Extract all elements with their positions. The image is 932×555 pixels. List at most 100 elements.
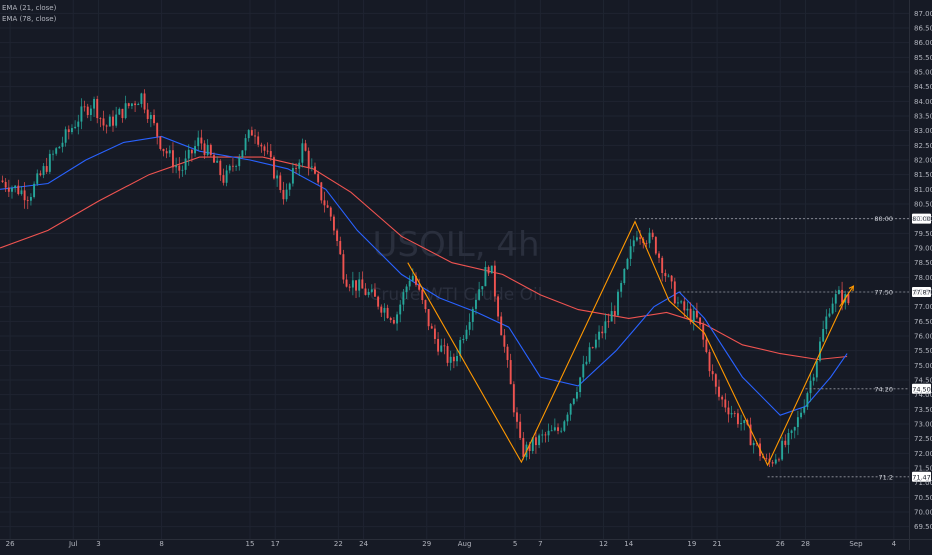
candle-body: [386, 307, 389, 318]
candle-body: [490, 265, 493, 274]
candle-body: [228, 165, 231, 171]
candle-body: [667, 275, 670, 277]
candle-body: [345, 279, 348, 287]
candle-body: [623, 268, 626, 283]
candle-body: [576, 392, 578, 399]
candle-body: [705, 339, 708, 352]
candle-body: [440, 345, 443, 352]
candle-body: [651, 232, 654, 238]
candle-body: [348, 286, 351, 288]
candle-body: [146, 109, 149, 119]
candle-body: [626, 258, 629, 269]
candle-body: [11, 188, 13, 192]
x-tick-label: 26: [6, 540, 15, 548]
candle-body: [257, 136, 260, 145]
candle-body: [645, 243, 648, 244]
y-tick-label: 70.50: [914, 494, 932, 502]
y-tick-label: 77.50: [914, 289, 932, 297]
y-axis[interactable]: 87.00 86.50 86.00 85.50 85.00 84.50 84.00 83.50…: [914, 10, 932, 531]
x-axis[interactable]: 26 Jul 3 8 15 17 22 24 29 Aug 5 7 12 14 19 21 26 28 Sep 4: [6, 540, 897, 548]
candle-body: [724, 399, 727, 408]
candle-body: [809, 380, 812, 394]
y-tick-label: 77.00: [914, 303, 932, 311]
candle-body: [288, 183, 291, 190]
x-tick-label: 28: [801, 540, 810, 548]
candle-body: [291, 168, 294, 184]
candle-body: [42, 166, 45, 176]
candle-body: [695, 310, 698, 318]
y-tick-label: 81.50: [914, 171, 932, 179]
candle-body: [683, 301, 686, 311]
x-tick-label: 29: [422, 540, 431, 548]
candle-body: [45, 166, 48, 172]
candle-body: [847, 294, 850, 304]
candle-body: [380, 306, 383, 313]
level-badge-text: 74.50: [912, 385, 931, 393]
candle-body: [175, 165, 178, 168]
indicator-legend[interactable]: EMA (21, close) EMA (78, close): [2, 3, 56, 25]
candle-body: [124, 103, 127, 119]
candle-body: [572, 398, 575, 404]
candle-body: [598, 331, 601, 340]
x-tick-label: 8: [159, 540, 163, 548]
candle-body: [213, 155, 215, 163]
level-badge-text: 77.87: [912, 289, 931, 297]
candle-body: [812, 377, 815, 381]
y-tick-label: 87.00: [914, 10, 932, 18]
candle-body: [421, 289, 424, 301]
candle-body: [156, 123, 159, 137]
candle-body: [497, 296, 500, 317]
candle-body: [235, 166, 238, 167]
candle-body: [285, 189, 288, 200]
candle-body: [487, 266, 490, 274]
level-badge: [912, 213, 931, 224]
candle-body: [415, 275, 417, 285]
candle-body: [771, 462, 774, 464]
candle-body: [692, 310, 695, 322]
candle-body: [203, 143, 206, 155]
candle-body: [216, 160, 219, 163]
candle-body: [96, 98, 99, 119]
candle-body: [367, 291, 370, 295]
legend-ema-21[interactable]: EMA (21, close): [2, 4, 57, 12]
candle-body: [231, 165, 234, 167]
candle-body: [282, 190, 285, 200]
y-tick-label: 72.50: [914, 435, 932, 443]
candle-body: [721, 396, 724, 400]
candle-body: [165, 151, 168, 154]
candle-body: [800, 412, 803, 418]
candle-body: [579, 377, 582, 393]
candle-body: [547, 430, 550, 436]
candle-body: [677, 302, 679, 304]
candle-body: [137, 103, 140, 106]
y-tick-label: 75.50: [914, 347, 932, 355]
y-tick-label: 70.00: [914, 509, 932, 517]
candle-body: [361, 279, 364, 289]
level-label: 74.20: [874, 385, 893, 393]
candle-body: [670, 275, 673, 282]
candle-body: [77, 121, 80, 127]
legend-ema-78[interactable]: EMA (78, close): [2, 15, 57, 23]
candle-body: [736, 413, 739, 425]
y-tick-label: 83.00: [914, 127, 932, 135]
candle-body: [358, 279, 361, 291]
candle-body: [396, 314, 399, 324]
candle-body: [582, 364, 585, 378]
candle-body: [405, 286, 408, 293]
candle-body: [67, 129, 70, 133]
candle-body: [74, 126, 77, 129]
candle-body: [295, 168, 298, 169]
candle-body: [351, 280, 354, 288]
candle-body: [471, 308, 474, 323]
candle-body: [20, 190, 23, 195]
y-tick-label: 81.00: [914, 186, 932, 194]
candle-body: [531, 437, 534, 452]
candle-body: [355, 280, 357, 291]
y-tick-label: 71.50: [914, 465, 932, 473]
candle-body: [219, 160, 222, 176]
candle-body: [661, 257, 664, 274]
level-badge-text: 71.47: [912, 473, 931, 481]
